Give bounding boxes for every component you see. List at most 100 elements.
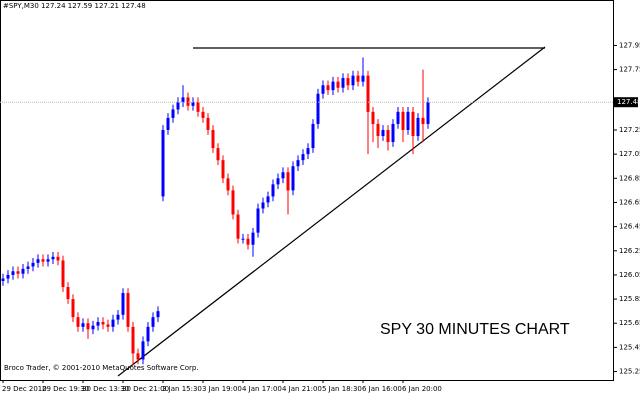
candle-body xyxy=(111,319,115,327)
candle-body xyxy=(296,160,300,167)
candle-body xyxy=(116,314,120,320)
candle-body xyxy=(86,323,90,330)
candle-body xyxy=(46,259,50,262)
x-tick-label: 4 Jan 21:00 xyxy=(282,385,322,393)
candle-body xyxy=(391,123,395,143)
candle-body xyxy=(281,172,285,179)
candle-body xyxy=(61,260,65,287)
plot-frame xyxy=(0,0,614,381)
candle-body xyxy=(216,148,220,161)
x-tick-label: 30 Dec 13:30 xyxy=(82,385,129,393)
candle-body xyxy=(396,111,400,124)
candle-body xyxy=(341,78,345,88)
x-tick-label: 4 Jan 17:00 xyxy=(242,385,282,393)
y-tick-label: 126.45 xyxy=(619,223,640,231)
candle-body xyxy=(231,190,235,215)
candle-body xyxy=(136,353,140,360)
x-tick-label: 3 Jan 19:00 xyxy=(202,385,242,393)
candle-body xyxy=(146,326,150,342)
candle-body xyxy=(151,317,155,327)
candle-body xyxy=(316,93,320,124)
candle-body xyxy=(336,81,340,88)
x-tick-label: 6 Jan 16:00 xyxy=(362,385,402,393)
candle-body xyxy=(276,178,280,185)
candle-body xyxy=(266,196,270,203)
candle-body xyxy=(161,129,165,197)
candle-body xyxy=(96,322,100,326)
candle-body xyxy=(326,85,330,91)
candle-body xyxy=(361,75,365,82)
y-tick-label: 126.85 xyxy=(619,174,640,182)
candle-body xyxy=(11,271,15,275)
candle-body xyxy=(141,341,145,360)
x-tick-label: 29 Dec 19:30 xyxy=(42,385,89,393)
candle-body xyxy=(256,208,260,233)
candle-body xyxy=(356,75,360,82)
candle-body xyxy=(1,278,5,281)
candle-body xyxy=(186,97,190,106)
y-tick-label: 127.95 xyxy=(619,41,640,49)
y-tick-label: 126.25 xyxy=(619,247,640,255)
price-label-box xyxy=(614,97,638,108)
candle-body xyxy=(171,109,175,118)
candle-body xyxy=(376,123,380,137)
candle-body xyxy=(291,166,295,191)
candle-body xyxy=(421,117,425,124)
y-tick-label: 127.75 xyxy=(619,66,640,74)
candle-body xyxy=(51,256,55,260)
candle-body xyxy=(201,111,205,118)
candle-body xyxy=(386,129,390,143)
candle-body xyxy=(321,85,325,94)
candle-body xyxy=(101,322,105,325)
candle-body xyxy=(176,102,180,110)
candle-body xyxy=(426,102,430,124)
candle-body xyxy=(331,81,335,91)
candle-body xyxy=(131,326,135,354)
candle-body xyxy=(371,111,375,124)
y-tick-label: 125.85 xyxy=(619,295,640,303)
candle-body xyxy=(196,102,200,112)
candle-body xyxy=(206,117,210,130)
x-tick-label: 30 Dec 21:00 xyxy=(122,385,169,393)
candle-body xyxy=(351,75,355,86)
candle-body xyxy=(76,317,80,327)
candle-body xyxy=(6,274,10,279)
candle-body xyxy=(21,268,25,274)
y-tick-label: 127.05 xyxy=(619,150,640,158)
candle-body xyxy=(271,184,275,197)
candle-body xyxy=(381,129,385,137)
candle-body xyxy=(191,102,195,106)
annotation: SPY 30 MINUTES CHART xyxy=(380,321,570,338)
candle-body xyxy=(401,111,405,130)
candle-body xyxy=(31,262,35,267)
candle-body xyxy=(411,111,415,137)
y-tick-label: 125.45 xyxy=(619,343,640,351)
candle-body xyxy=(286,172,290,191)
x-tick-label: 5 Jan 18:30 xyxy=(322,385,362,393)
candle-body xyxy=(211,129,215,149)
candle-body xyxy=(246,238,250,245)
x-tick-label: 3 Jan 15:30 xyxy=(162,385,202,393)
candle-body xyxy=(166,117,170,130)
candle-body xyxy=(346,78,350,86)
y-tick-label: 126.05 xyxy=(619,271,640,279)
candle-body xyxy=(406,111,410,130)
y-tick-label: 127.25 xyxy=(619,126,640,134)
candle-body xyxy=(236,214,240,239)
y-tick-label: 125.65 xyxy=(619,319,640,327)
x-tick-label: 29 Dec 2010 xyxy=(2,385,47,393)
support-trendline xyxy=(117,46,546,377)
candle-body xyxy=(156,311,160,318)
candle-body xyxy=(261,202,265,209)
candle-body xyxy=(251,232,255,245)
candle-body xyxy=(41,259,45,262)
candle-body xyxy=(121,293,125,315)
candle-body xyxy=(306,148,310,155)
candle-body xyxy=(301,154,305,161)
candle-body xyxy=(66,287,70,300)
y-tick-label: 125.25 xyxy=(619,368,640,376)
candle-body xyxy=(241,238,245,240)
candle-body xyxy=(56,256,60,261)
